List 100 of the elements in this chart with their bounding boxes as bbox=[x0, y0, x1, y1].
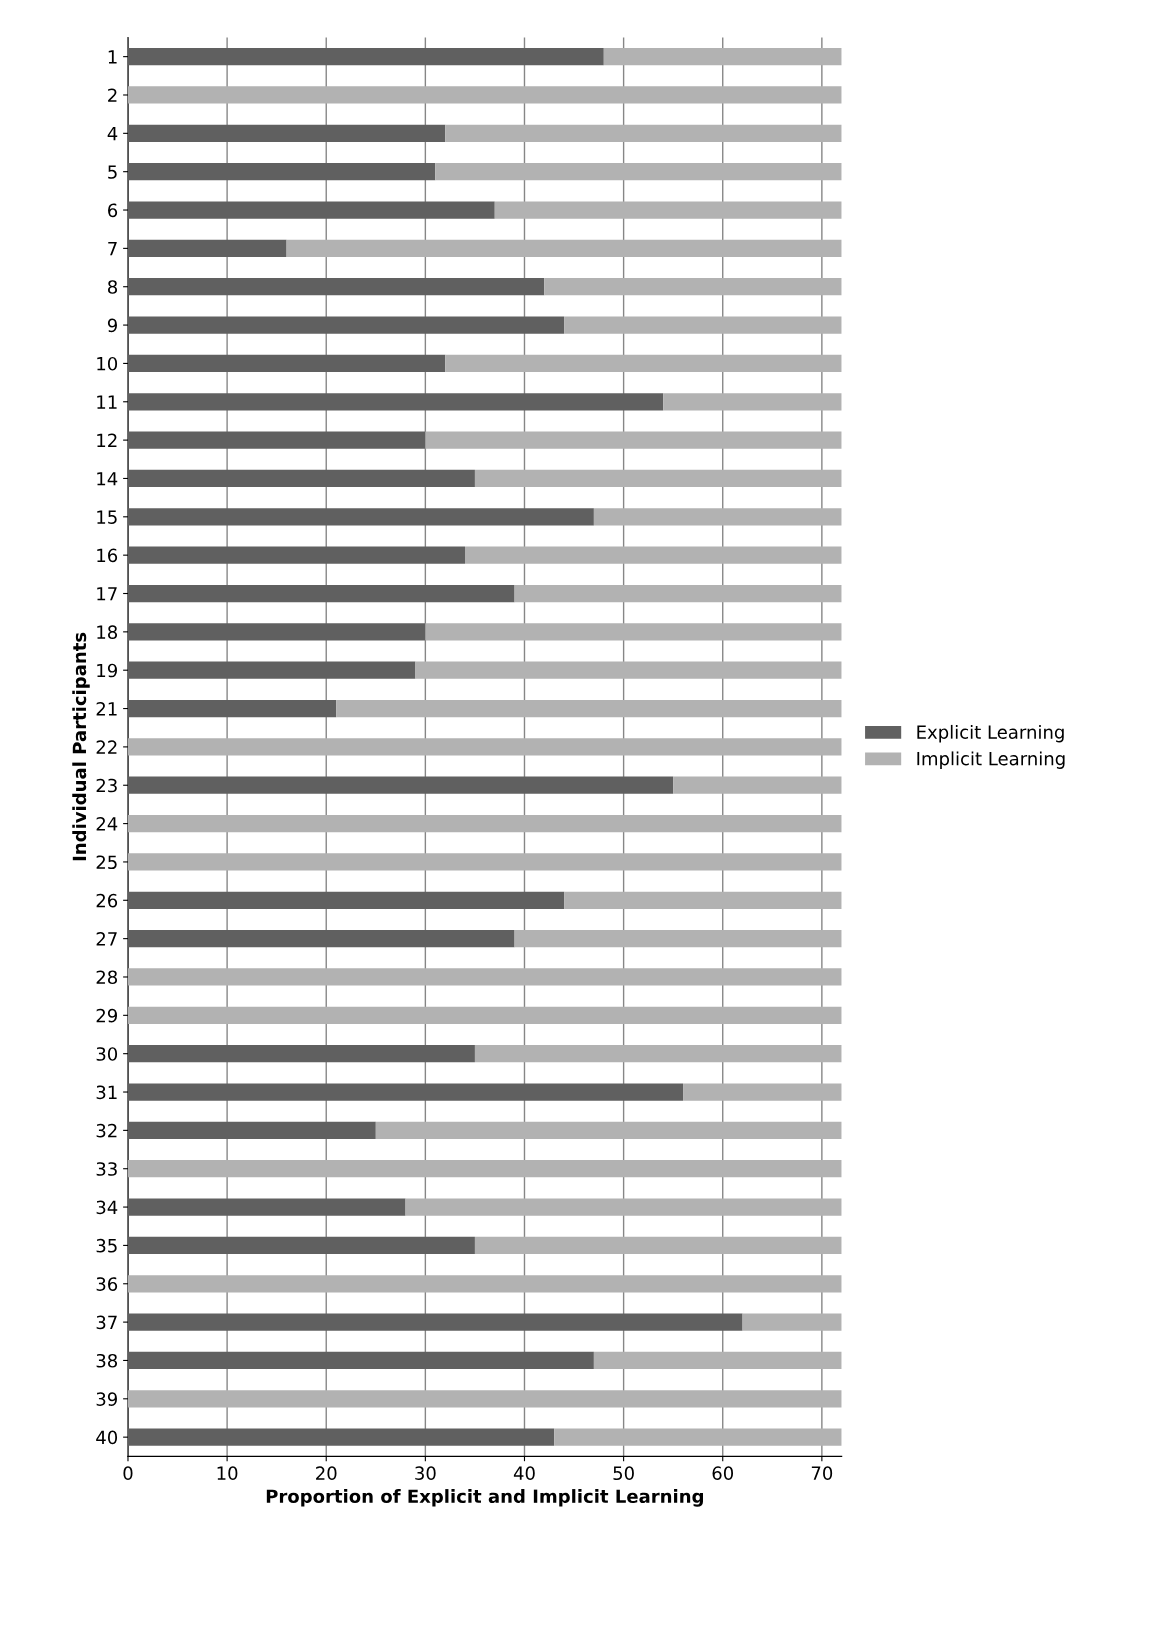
bar bbox=[127, 1313, 743, 1331]
bar bbox=[554, 1428, 842, 1446]
bar bbox=[127, 239, 287, 258]
legend-label: Explicit Learning bbox=[917, 724, 1064, 743]
y-tick-label: 4 bbox=[107, 127, 118, 141]
bar bbox=[127, 508, 594, 526]
y-tick-label: 39 bbox=[96, 1392, 117, 1406]
x-axis-title: Proportion of Explicit and Implicit Learning bbox=[266, 1489, 703, 1507]
y-tick-label: 24 bbox=[96, 817, 118, 831]
bar bbox=[742, 1313, 842, 1331]
y-tick-label: 32 bbox=[96, 1123, 117, 1138]
y-tick-label: 17 bbox=[97, 587, 117, 601]
bar bbox=[127, 738, 842, 756]
bar bbox=[127, 1351, 594, 1370]
x-tick-label: 10 bbox=[217, 1466, 238, 1481]
bar bbox=[127, 1006, 842, 1024]
bar bbox=[127, 278, 545, 296]
y-tick-label: 10 bbox=[97, 356, 118, 371]
bar bbox=[127, 930, 515, 948]
bar bbox=[564, 316, 842, 334]
x-tick-label: 60 bbox=[712, 1466, 734, 1481]
bar bbox=[127, 354, 446, 373]
bar bbox=[514, 584, 842, 603]
y-tick-label: 2 bbox=[108, 88, 117, 102]
bar bbox=[127, 163, 436, 181]
bar bbox=[127, 891, 565, 909]
bar bbox=[127, 431, 426, 449]
bar bbox=[445, 354, 842, 373]
bar bbox=[336, 699, 842, 718]
y-tick-label: 11 bbox=[97, 395, 117, 409]
bar bbox=[127, 1428, 555, 1446]
bar bbox=[465, 546, 842, 564]
x-tick-label: 50 bbox=[613, 1466, 634, 1481]
bar bbox=[415, 661, 842, 679]
y-tick-label: 40 bbox=[96, 1430, 118, 1445]
y-tick-label: 12 bbox=[97, 433, 117, 447]
bar bbox=[127, 968, 842, 986]
bar bbox=[683, 1083, 842, 1101]
x-tick-label: 30 bbox=[415, 1466, 436, 1481]
bar bbox=[663, 393, 842, 411]
y-tick-label: 37 bbox=[96, 1315, 117, 1330]
bar bbox=[127, 1236, 475, 1255]
y-tick-label: 25 bbox=[96, 855, 117, 870]
bar bbox=[474, 1045, 842, 1063]
bar bbox=[286, 239, 842, 258]
y-tick-label: 9 bbox=[107, 318, 117, 333]
y-tick-label: 16 bbox=[97, 548, 118, 563]
bar bbox=[127, 546, 466, 564]
y-tick-label: 5 bbox=[108, 165, 117, 179]
y-tick-label: 18 bbox=[97, 625, 118, 639]
bar bbox=[127, 1083, 684, 1101]
bar bbox=[673, 776, 842, 794]
y-tick-label: 35 bbox=[96, 1238, 117, 1253]
y-tick-label: 30 bbox=[96, 1047, 118, 1061]
bar bbox=[445, 124, 842, 142]
y-tick-label: 1 bbox=[108, 50, 117, 64]
bar bbox=[127, 1121, 376, 1139]
bar bbox=[127, 1390, 842, 1408]
y-tick-label: 8 bbox=[108, 280, 118, 294]
bar bbox=[127, 1160, 842, 1178]
bar bbox=[127, 661, 416, 679]
bar bbox=[127, 201, 495, 219]
bar bbox=[127, 124, 446, 142]
y-tick-label: 34 bbox=[96, 1200, 118, 1215]
y-tick-label: 31 bbox=[96, 1085, 117, 1100]
y-tick-label: 33 bbox=[96, 1162, 117, 1176]
bar bbox=[127, 1275, 842, 1293]
y-axis-title: Individual Participants bbox=[72, 632, 90, 861]
y-tick-label: 6 bbox=[108, 203, 118, 218]
bar bbox=[127, 469, 475, 488]
bar bbox=[474, 469, 842, 488]
y-tick-label: 22 bbox=[96, 740, 117, 754]
legend-label: Implicit Learning bbox=[917, 751, 1065, 769]
y-tick-label: 15 bbox=[97, 510, 117, 524]
x-tick-label: 20 bbox=[316, 1466, 337, 1481]
y-tick-label: 14 bbox=[97, 472, 118, 486]
bar bbox=[375, 1121, 842, 1139]
y-tick-label: 19 bbox=[97, 663, 117, 678]
bar bbox=[435, 163, 842, 181]
bar bbox=[127, 316, 565, 334]
y-tick-label: 29 bbox=[96, 1008, 117, 1023]
bar bbox=[514, 930, 842, 948]
y-tick-label: 27 bbox=[96, 932, 117, 946]
y-tick-label: 7 bbox=[108, 242, 117, 256]
y-tick-label: 28 bbox=[96, 970, 118, 985]
bar bbox=[127, 48, 604, 66]
bar bbox=[127, 1045, 475, 1063]
bar bbox=[474, 1236, 842, 1255]
bar bbox=[425, 431, 842, 449]
x-tick-label: 40 bbox=[513, 1466, 535, 1481]
bar bbox=[593, 1351, 842, 1370]
bar bbox=[544, 278, 842, 296]
bar bbox=[127, 393, 664, 411]
y-tick-label: 36 bbox=[96, 1277, 118, 1291]
bar bbox=[127, 853, 842, 871]
bar bbox=[127, 623, 426, 641]
bar bbox=[603, 48, 842, 66]
bar bbox=[593, 508, 842, 526]
bar bbox=[127, 699, 337, 718]
bar bbox=[127, 1198, 406, 1216]
